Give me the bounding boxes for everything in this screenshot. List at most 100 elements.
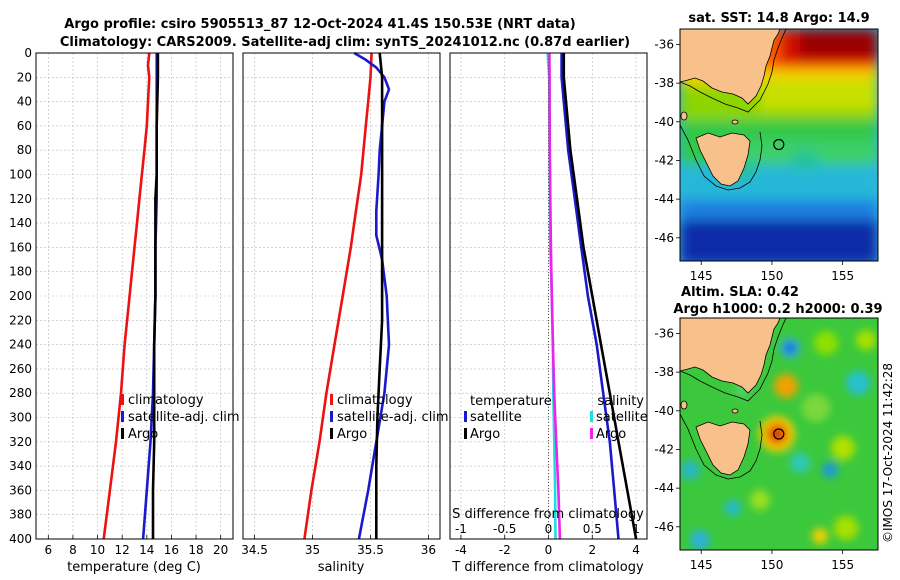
depth-tick-label: 120: [9, 192, 32, 206]
depth-tick-label: 0: [24, 46, 32, 60]
depth-tick-label: 40: [17, 95, 32, 109]
map-lat-tick-label: -36: [654, 37, 674, 51]
legend-label: satellite-adj. clim: [337, 410, 449, 425]
depth-tick-label: 360: [9, 483, 32, 497]
temperature-x-tick-label: 10: [90, 543, 105, 557]
salinity-xlabel: salinity: [318, 560, 365, 575]
temperature-series-argo: [151, 53, 160, 539]
temperature-xlabel: temperature (deg C): [67, 560, 201, 575]
map-lon-tick-label: 155: [831, 269, 854, 283]
map-lat-tick-label: -36: [654, 326, 674, 340]
temperature-frame: [35, 52, 234, 540]
depth-tick-label: 380: [9, 508, 32, 522]
map-lat-tick-label: -38: [654, 365, 674, 379]
temperature-panel: 0 20 40 60 80 100 120 140 160 180 200 220 240 260 280 3…: [9, 46, 240, 557]
sla-map-title-1: Altim. SLA: 0.42: [681, 285, 799, 300]
depth-tick-label: 160: [9, 240, 32, 254]
salinity-x-tick-label: 35.5: [357, 543, 384, 557]
temperature-x-tick-label: 6: [44, 543, 52, 557]
difference-series-t-argo: [562, 53, 638, 540]
depth-tick-label: 320: [9, 435, 32, 449]
salinity-x-tick-label: 36: [421, 543, 436, 557]
legend-swatch: [464, 411, 467, 422]
sla-argo-marker: [773, 428, 785, 440]
salinity-frame: [242, 52, 441, 540]
s-difference-tick-label: 0.5: [583, 522, 602, 536]
legend-label: Argo: [128, 427, 158, 442]
depth-tick-label: 220: [9, 313, 32, 327]
temperature-x-tick-label: 14: [139, 543, 154, 557]
legend-swatch: [330, 394, 333, 405]
difference-panel: -4 -2 0 2 4-1 -0.5 0 0.5 1temperaturesatelliteAr…: [449, 52, 648, 557]
temperature-x-tick-label: 20: [213, 543, 228, 557]
difference-series-t-satellite: [560, 53, 620, 540]
legend-label: Argo: [596, 427, 626, 442]
s-difference-tick-label: 1: [632, 522, 640, 536]
legend-swatch: [121, 394, 124, 405]
legend-label: satellite: [596, 410, 648, 425]
salinity-x-tick-label: 34.5: [241, 543, 268, 557]
depth-tick-label: 240: [9, 338, 32, 352]
depth-tick-label: 20: [17, 70, 32, 84]
difference-series-s-argo: [548, 52, 562, 540]
difference-x-tick-label: -2: [499, 543, 511, 557]
salinity-series-climatology: [303, 52, 373, 540]
legend-swatch: [121, 411, 124, 422]
s-difference-tick-label: -1: [455, 522, 467, 536]
legend-label: climatology: [128, 393, 204, 408]
depth-tick-label: 80: [17, 143, 32, 157]
map-lat-tick-label: -46: [654, 231, 674, 245]
legend-swatch: [464, 428, 467, 439]
s-difference-xlabel: S difference from climatology: [452, 507, 644, 522]
difference-x-tick-label: 2: [588, 543, 596, 557]
depth-tick-label: 400: [9, 532, 32, 546]
imos-watermark: ©IMOS 17-Oct-2024 11:42:28: [881, 363, 895, 543]
sla-map-title-2: Argo h1000: 0.2 h2000: 0.39: [673, 302, 882, 317]
temperature-x-tick-label: 12: [115, 543, 130, 557]
depth-tick-label: 100: [9, 168, 32, 182]
legend-swatch: [330, 428, 333, 439]
legend-title-salinity: salinity: [597, 394, 644, 409]
map-lat-tick-label: -40: [654, 115, 674, 129]
legend-swatch: [590, 411, 593, 422]
map-lat-tick-label: -46: [654, 520, 674, 534]
salinity-series-argo: [374, 52, 384, 539]
s-difference-tick-label: -0.5: [493, 522, 516, 536]
sst-argo-marker: [773, 138, 785, 151]
difference-x-tick-label: 0: [545, 543, 553, 557]
legend-label: satellite-adj. clim: [128, 410, 240, 425]
legend-label: satellite: [470, 410, 522, 425]
legend-label: Argo: [470, 427, 500, 442]
map-lon-tick-label: 145: [690, 269, 713, 283]
difference-x-tick-label: -4: [455, 543, 467, 557]
map-lon-tick-label: 145: [690, 558, 713, 572]
map-lon-tick-label: 150: [760, 558, 783, 572]
temperature-x-tick-label: 8: [69, 543, 77, 557]
map-lat-tick-label: -44: [654, 481, 674, 495]
salinity-x-tick-label: 35: [305, 543, 320, 557]
legend-swatch: [590, 428, 593, 439]
title-line-1: Argo profile: csiro 5905513_87 12-Oct-20…: [64, 17, 575, 32]
map-lat-tick-label: -42: [654, 442, 674, 456]
legend-swatch: [121, 428, 124, 439]
map-lon-tick-label: 155: [831, 558, 854, 572]
depth-tick-label: 280: [9, 386, 32, 400]
temperature-x-tick-label: 18: [188, 543, 203, 557]
map-lat-tick-label: -40: [654, 404, 674, 418]
difference-x-tick-label: 4: [632, 543, 640, 557]
map-lat-tick-label: -42: [654, 153, 674, 167]
depth-tick-label: 300: [9, 411, 32, 425]
legend-label: Argo: [337, 427, 367, 442]
salinity-panel: 34.5 35 35.5 36 climatology satellite-adj. cl…: [241, 51, 449, 557]
depth-tick-label: 260: [9, 362, 32, 376]
depth-tick-label: 180: [9, 265, 32, 279]
map-lat-tick-label: -44: [654, 192, 674, 206]
sst-map-title: sat. SST: 14.8 Argo: 14.9: [688, 11, 869, 26]
s-difference-tick-label: 0: [545, 522, 553, 536]
depth-tick-label: 200: [9, 289, 32, 303]
title-line-2: Climatology: CARS2009. Satellite-adj cli…: [60, 35, 630, 50]
map-lon-tick-label: 150: [760, 269, 783, 283]
depth-tick-label: 60: [17, 119, 32, 133]
temperature-series-climatology: [102, 52, 151, 540]
